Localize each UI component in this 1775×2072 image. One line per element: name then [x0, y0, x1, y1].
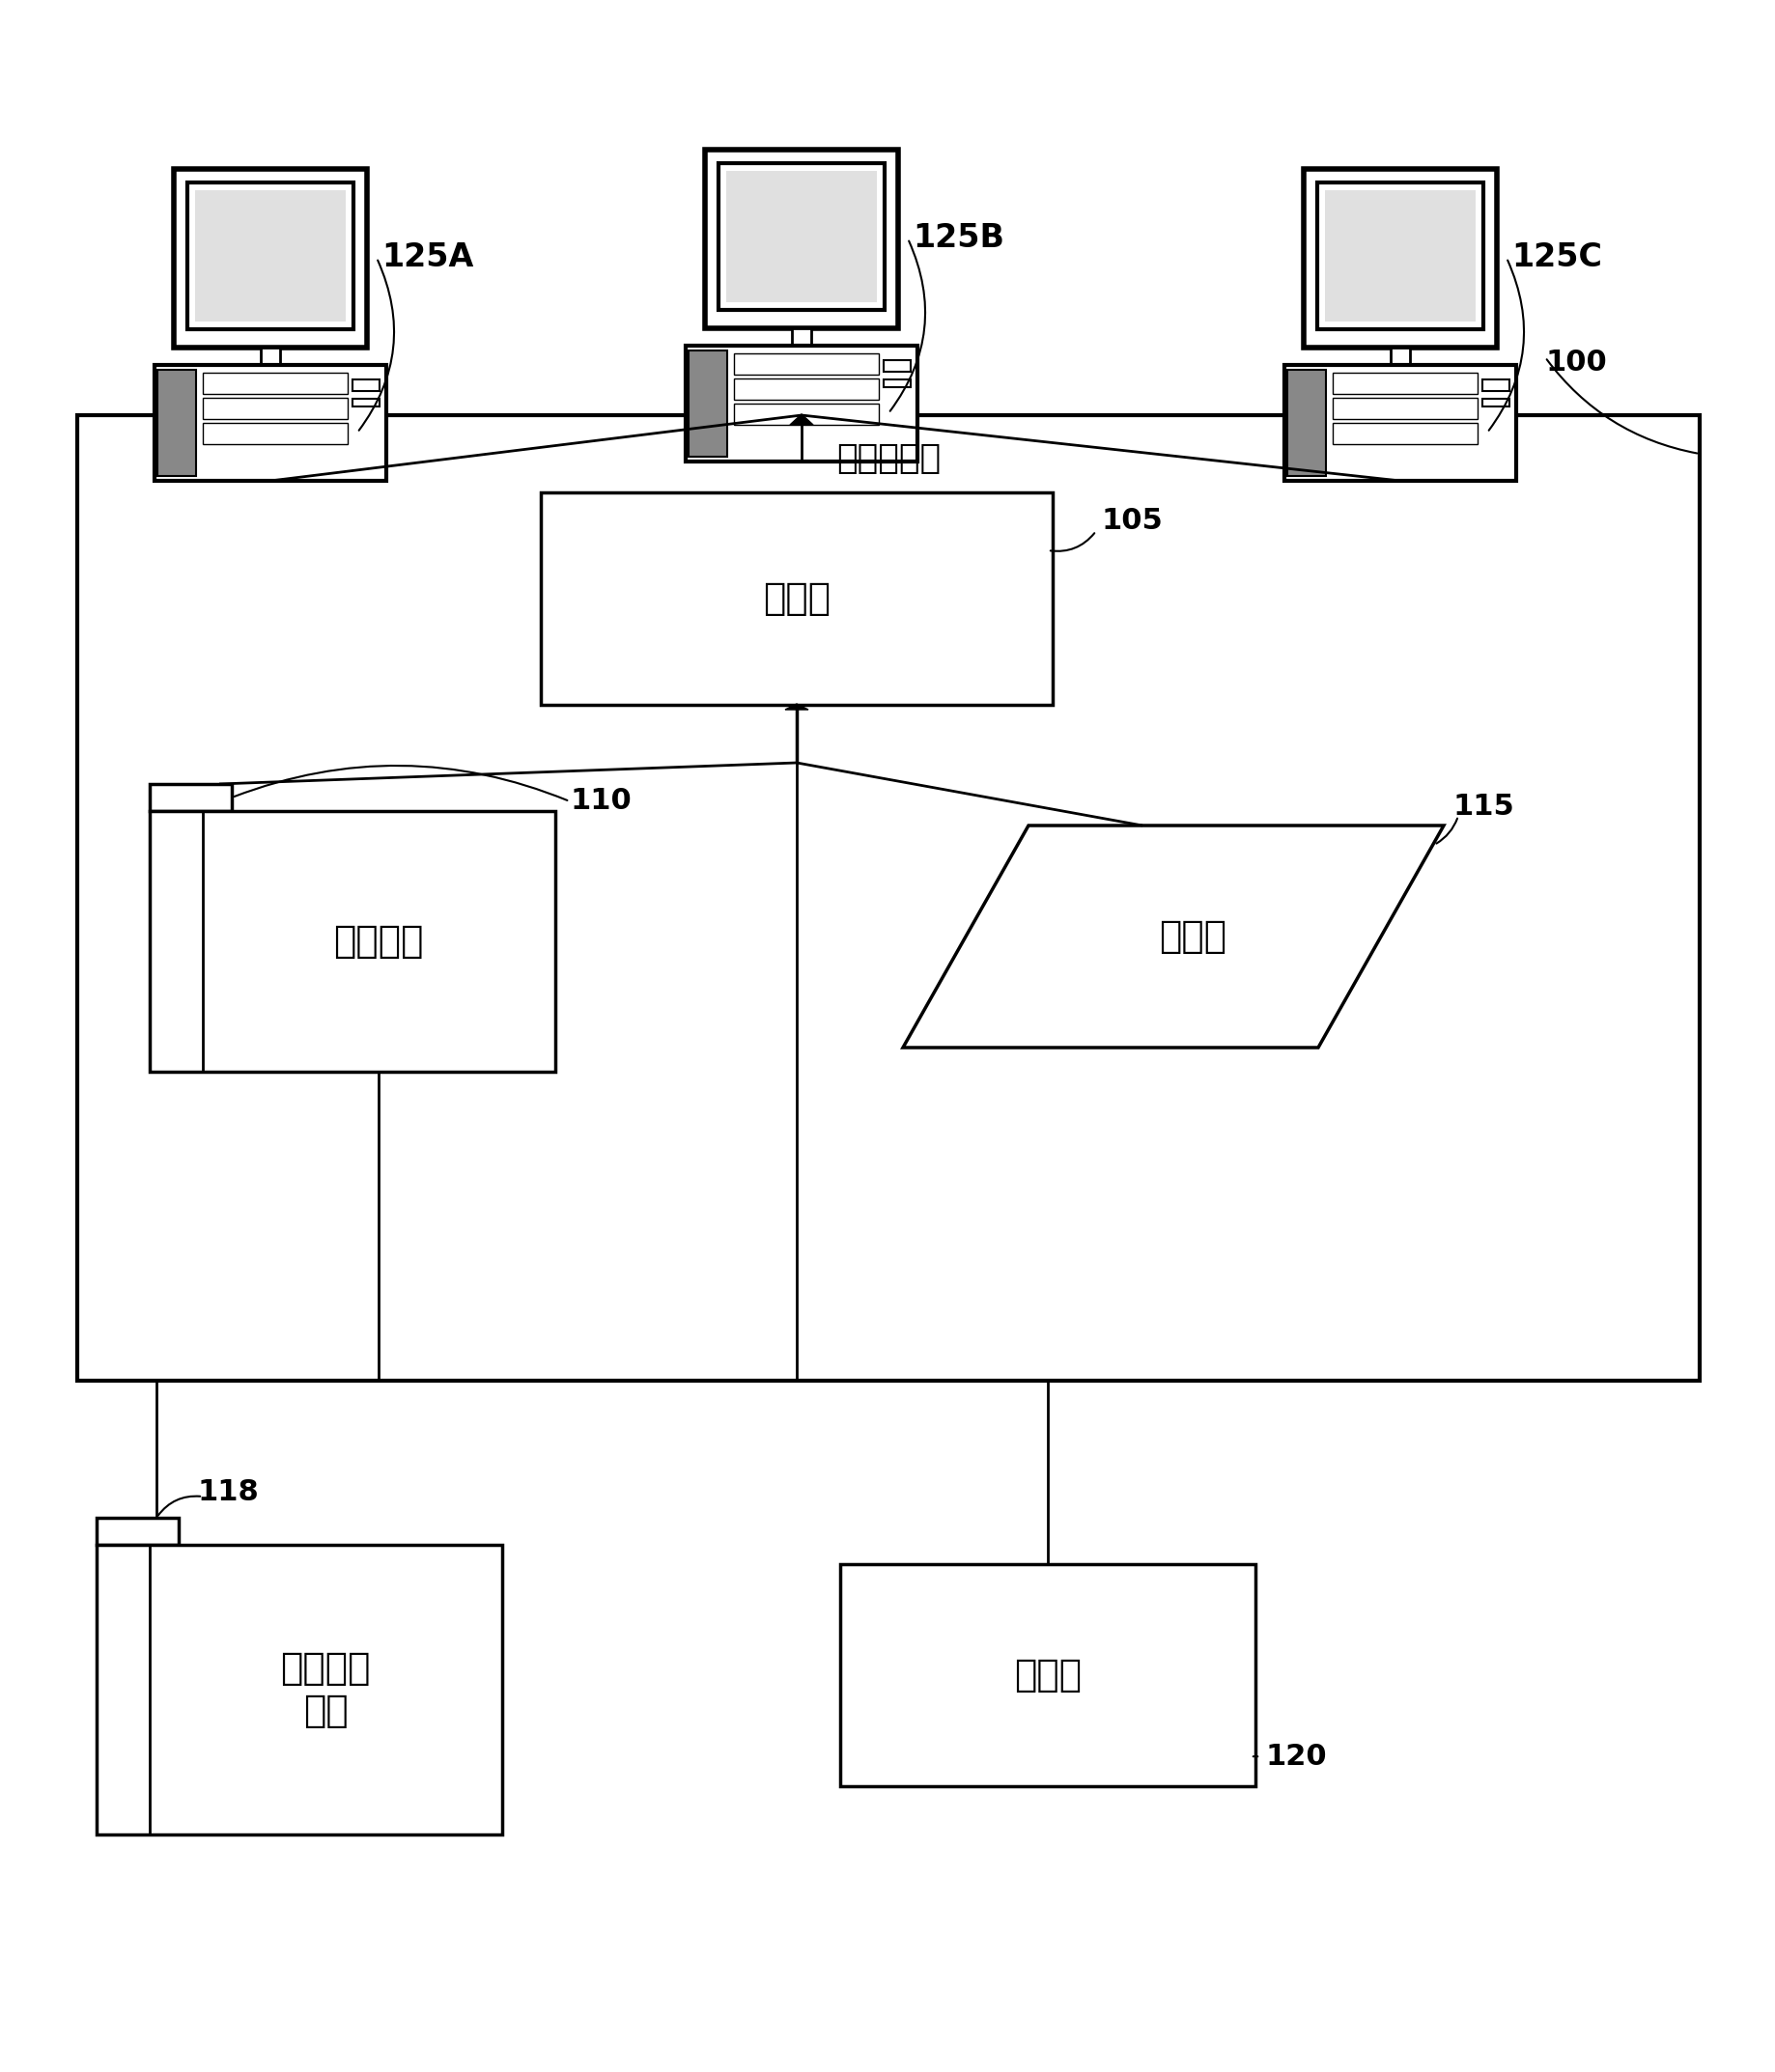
Bar [1333, 398, 1477, 419]
Text: 计算机系统: 计算机系统 [836, 441, 941, 474]
Bar [96, 1519, 179, 1546]
Text: 存储器: 存储器 [1159, 918, 1227, 955]
Text: 125B: 125B [912, 222, 1005, 255]
Bar [840, 1564, 1255, 1786]
Bar [733, 379, 879, 400]
Bar [149, 810, 556, 1071]
Text: 120: 120 [1266, 1743, 1326, 1772]
Text: 105: 105 [1100, 508, 1163, 535]
Bar [1303, 170, 1496, 348]
Polygon shape [785, 704, 808, 709]
Bar [1317, 182, 1484, 329]
Bar [541, 493, 1053, 704]
Bar [689, 350, 728, 456]
Text: 内部存储: 内部存储 [334, 922, 424, 959]
Bar [154, 365, 387, 481]
Bar [202, 423, 348, 443]
Text: 125C: 125C [1511, 242, 1603, 274]
Bar [202, 398, 348, 419]
Bar [1287, 369, 1326, 477]
Bar [726, 170, 877, 303]
Text: 处理器: 处理器 [763, 580, 831, 617]
Bar [1482, 379, 1509, 392]
Bar [188, 182, 353, 329]
Bar [685, 346, 918, 462]
Bar [158, 369, 195, 477]
Bar [733, 354, 879, 375]
Bar [792, 327, 811, 346]
Bar [1285, 365, 1516, 481]
Bar [1324, 191, 1475, 321]
Text: 110: 110 [570, 787, 632, 816]
Bar [353, 379, 380, 392]
Bar [353, 398, 380, 406]
Polygon shape [903, 825, 1443, 1048]
Bar [884, 379, 911, 387]
Text: 118: 118 [199, 1477, 259, 1506]
Bar [149, 783, 233, 810]
Bar [1333, 373, 1477, 394]
Text: 115: 115 [1454, 792, 1516, 821]
Bar [195, 191, 346, 321]
Bar [1333, 423, 1477, 443]
Polygon shape [790, 414, 813, 425]
Text: 100: 100 [1546, 348, 1606, 377]
Bar [1482, 398, 1509, 406]
Text: 显示器: 显示器 [1014, 1658, 1081, 1693]
Bar [202, 373, 348, 394]
Text: 125A: 125A [382, 242, 474, 274]
Bar [705, 149, 898, 327]
Bar [261, 348, 280, 365]
Text: 数据检索
设备: 数据检索 设备 [280, 1649, 371, 1730]
Bar [733, 404, 879, 425]
Bar [174, 170, 367, 348]
Bar [96, 1546, 502, 1834]
Bar [1390, 348, 1409, 365]
Bar [884, 361, 911, 371]
Bar [78, 414, 1700, 1380]
Bar [719, 164, 884, 311]
